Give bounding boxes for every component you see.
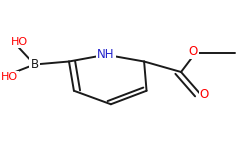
Text: O: O (200, 88, 209, 101)
Text: B: B (30, 58, 38, 71)
Text: HO: HO (11, 37, 28, 47)
Text: NH: NH (97, 48, 115, 60)
Text: HO: HO (1, 72, 18, 81)
Text: O: O (189, 45, 198, 58)
